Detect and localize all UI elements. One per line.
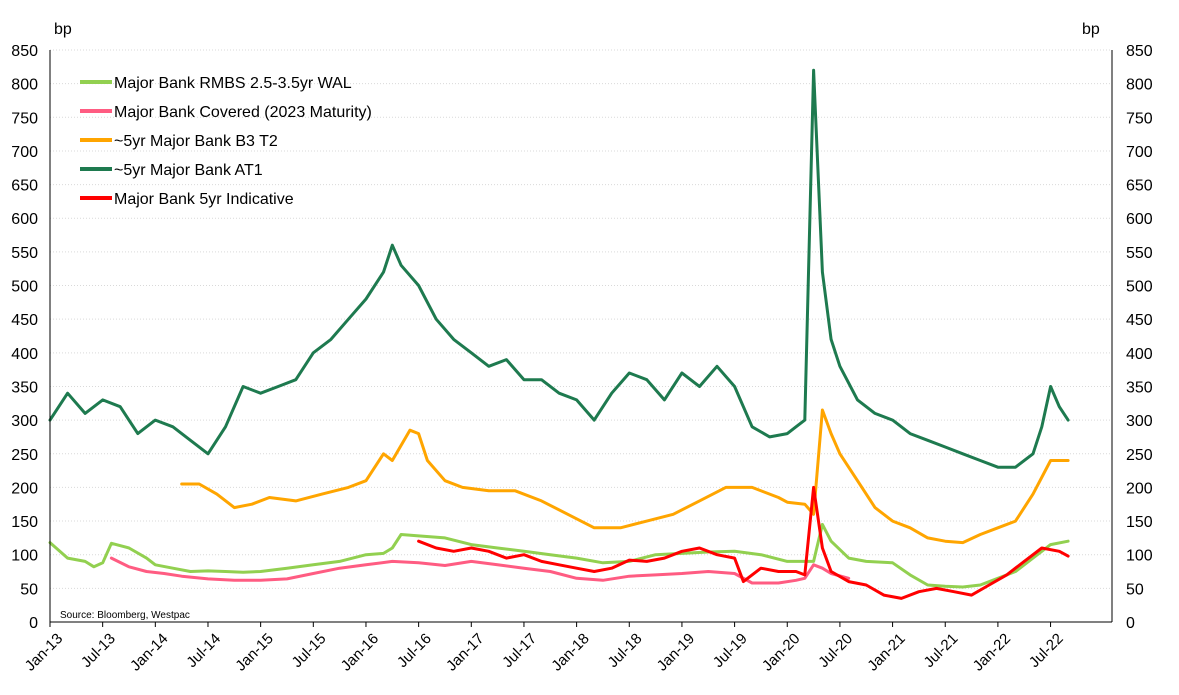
right-y-tick-label: 150 xyxy=(1126,514,1153,531)
right-y-tick-label: 550 xyxy=(1126,245,1153,262)
legend-label: ~5yr Major Bank AT1 xyxy=(114,162,263,179)
right-y-tick-label: 100 xyxy=(1126,548,1153,565)
right-y-tick-label: 250 xyxy=(1126,447,1153,464)
left-y-tick-label: 700 xyxy=(11,144,38,161)
right-y-tick-label: 750 xyxy=(1126,110,1153,127)
right-y-tick-label: 850 xyxy=(1126,43,1153,60)
left-y-tick-label: 200 xyxy=(11,480,38,497)
right-y-tick-label: 700 xyxy=(1126,144,1153,161)
left-y-tick-label: 250 xyxy=(11,447,38,464)
left-y-tick-label: 350 xyxy=(11,379,38,396)
right-y-tick-labels: 0 50 100 150 200 250 300 350 400 450 500 550 600 650 7… xyxy=(1126,43,1153,632)
left-y-tick-label: 550 xyxy=(11,245,38,262)
left-y-tick-label: 0 xyxy=(29,615,38,632)
gridlines xyxy=(50,49,1112,589)
right-y-tick-label: 450 xyxy=(1126,312,1153,329)
legend-label: ~5yr Major Bank B3 T2 xyxy=(114,133,278,150)
right-y-tick-label: 400 xyxy=(1126,346,1153,363)
right-y-tick-label: 300 xyxy=(1126,413,1153,430)
legend-label: Major Bank Covered (2023 Maturity) xyxy=(114,104,372,121)
left-y-tick-label: 850 xyxy=(11,43,38,60)
left-y-tick-label: 600 xyxy=(11,211,38,228)
right-y-tick-label: 350 xyxy=(1126,379,1153,396)
right-y-tick-label: 600 xyxy=(1126,211,1153,228)
right-y-tick-label: 500 xyxy=(1126,279,1153,296)
left-y-tick-label: 500 xyxy=(11,279,38,296)
series-line-3 xyxy=(180,408,1070,545)
left-y-tick-label: 400 xyxy=(11,346,38,363)
legend-label: Major Bank RMBS 2.5-3.5yr WAL xyxy=(114,75,352,92)
series-line-1 xyxy=(48,522,1070,589)
left-y-tick-label: 800 xyxy=(11,77,38,94)
right-y-tick-label: 50 xyxy=(1126,581,1144,598)
right-y-tick-label: 800 xyxy=(1126,77,1153,94)
series-line-5 xyxy=(417,485,1070,600)
series-line-2 xyxy=(109,556,851,585)
right-y-tick-label: 200 xyxy=(1126,480,1153,497)
left-y-tick-label: 650 xyxy=(11,178,38,195)
axes xyxy=(49,50,1113,623)
left-y-tick-label: 100 xyxy=(11,548,38,565)
left-y-tick-label: 300 xyxy=(11,413,38,430)
right-axis-unit-label: bp xyxy=(1082,21,1100,38)
right-y-tick-label: 650 xyxy=(1126,178,1153,195)
left-y-tick-label: 150 xyxy=(11,514,38,531)
legend: Major Bank RMBS 2.5-3.5yr WAL Major Bank … xyxy=(80,75,372,208)
right-y-tick-label: 0 xyxy=(1126,615,1135,632)
series-line-4 xyxy=(48,68,1070,469)
left-y-tick-labels: 0 50 100 150 200 250 300 350 400 450 500 550 600 650 7… xyxy=(11,43,38,632)
left-y-tick-label: 750 xyxy=(11,110,38,127)
left-axis-unit-label: bp xyxy=(54,21,72,38)
series-lines xyxy=(48,68,1070,600)
left-y-tick-label: 50 xyxy=(20,581,38,598)
source-note: Source: Bloomberg, Westpac xyxy=(60,610,190,621)
legend-label: Major Bank 5yr Indicative xyxy=(114,191,294,208)
left-y-tick-label: 450 xyxy=(11,312,38,329)
